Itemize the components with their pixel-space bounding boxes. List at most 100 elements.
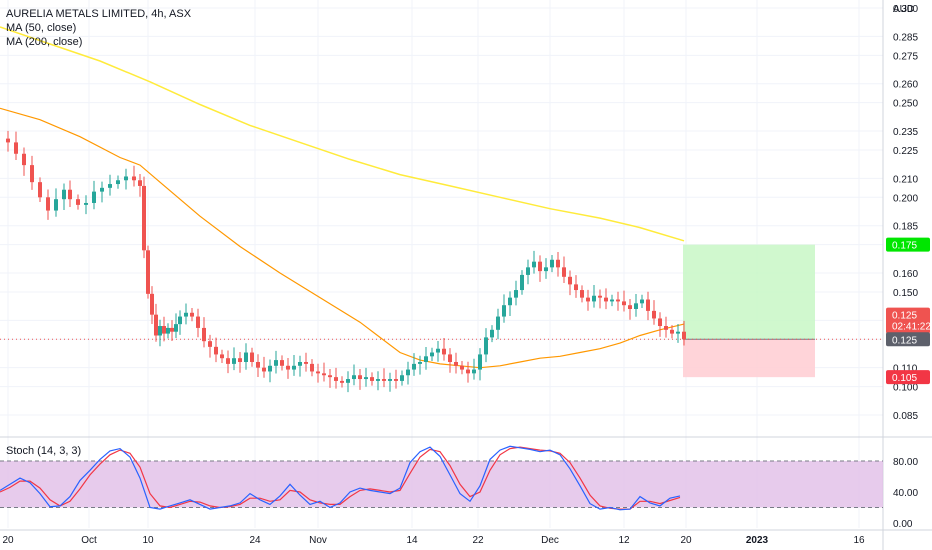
y-tick-label: 0.250: [893, 99, 918, 110]
candle-body: [424, 356, 428, 362]
stoch-tick-label: 0.00: [893, 519, 913, 530]
candle-body: [622, 301, 626, 306]
chart-title[interactable]: AURELIA METALS LIMITED, 4h, ASX: [6, 8, 192, 20]
y-tick-label: 0.285: [893, 32, 918, 43]
candle-body: [84, 202, 88, 205]
candle-body: [328, 375, 332, 378]
candle-body: [616, 299, 620, 302]
candle-body: [226, 358, 230, 364]
ma50-line: [0, 107, 685, 369]
target-price-tag-bg: [886, 237, 930, 252]
y-tick-label: 0.300: [893, 4, 918, 15]
candle-body: [520, 274, 524, 291]
stoch-k-line: [0, 445, 681, 511]
y-tick-label: 0.100: [893, 383, 918, 394]
candle-body: [388, 379, 392, 381]
candle-body: [538, 261, 542, 272]
candle-body: [550, 259, 554, 268]
candle-body: [256, 361, 260, 368]
ma200-line: [0, 26, 685, 242]
candle-body: [670, 329, 674, 334]
x-tick-label: 16: [853, 535, 865, 546]
risk-reward-tool[interactable]: [0, 244, 883, 378]
candle-body: [250, 352, 254, 362]
x-tick-label: Oct: [81, 535, 97, 546]
candle-body: [574, 284, 578, 291]
candle-body: [76, 199, 80, 205]
candlestick-series: [6, 130, 686, 393]
candle-body: [310, 363, 314, 372]
candle-body: [184, 312, 188, 317]
candle-body: [14, 142, 18, 154]
candle-body: [664, 326, 668, 330]
candle-body: [166, 327, 170, 334]
candle-body: [364, 377, 368, 380]
candle-body: [406, 369, 410, 376]
candle-body: [158, 326, 162, 336]
profit-zone: [683, 244, 815, 340]
candle-body: [334, 377, 338, 381]
candle-body: [280, 360, 284, 366]
y-tick-label: 0.185: [893, 222, 918, 233]
y-tick-label: 0.150: [893, 288, 918, 299]
x-tick-label: 2023: [746, 535, 769, 546]
candle-body: [316, 371, 320, 374]
candle-body: [174, 324, 178, 332]
candle-body: [682, 331, 686, 340]
candle-body: [562, 267, 566, 277]
candle-body: [490, 329, 494, 338]
candle-body: [544, 267, 548, 272]
y-tick-label: 0.210: [893, 174, 918, 185]
candle-body: [526, 267, 530, 275]
x-tick-label: 22: [472, 535, 484, 546]
y-tick-label: 0.110: [893, 364, 918, 375]
candle-body: [62, 189, 66, 200]
candle-body: [646, 299, 650, 311]
candle-body: [352, 375, 356, 380]
ma200-legend[interactable]: MA (200, close): [6, 36, 83, 48]
candle-body: [92, 191, 96, 203]
candle-body: [268, 365, 272, 372]
loss-zone: [683, 339, 815, 378]
currency-label: AUD: [893, 4, 914, 15]
ma50-legend[interactable]: MA (50, close): [6, 22, 77, 34]
last-price-tag-text: 0.125: [892, 311, 917, 322]
candle-body: [142, 185, 146, 251]
candle-body: [262, 367, 266, 372]
last-price-tag-text: 02:41:22: [892, 322, 931, 333]
stoch-legend[interactable]: Stoch (14, 3, 3): [6, 445, 82, 457]
candle-body: [124, 176, 128, 181]
candle-body: [244, 352, 248, 362]
candle-body: [202, 327, 206, 342]
candle-body: [610, 299, 614, 302]
y-tick-label: 0.225: [893, 146, 918, 157]
candle-body: [430, 352, 434, 357]
candle-body: [30, 165, 34, 183]
candle-body: [394, 379, 398, 381]
candle-body: [400, 375, 404, 381]
candle-body: [418, 361, 422, 364]
last-price-tag-bg: [886, 307, 930, 334]
y-tick-label: 0.235: [893, 127, 918, 138]
candle-body: [346, 379, 350, 383]
candle-body: [108, 184, 112, 188]
entry-price-tag-text: 0.125: [892, 335, 917, 346]
x-tick-label: 12: [618, 535, 630, 546]
y-tick-label: 0.275: [893, 51, 918, 62]
candle-body: [658, 318, 662, 327]
candle-body: [634, 303, 638, 309]
candle-body: [46, 197, 50, 211]
stoch-band: [0, 461, 883, 508]
candle-body: [514, 290, 518, 298]
x-tick-label: 24: [249, 535, 261, 546]
candle-body: [598, 295, 602, 298]
candle-body: [274, 360, 278, 366]
candle-body: [640, 299, 644, 304]
stop-price-tag: 0.105: [886, 370, 930, 385]
x-tick-label: 10: [142, 535, 154, 546]
candle-body: [370, 377, 374, 381]
candle-body: [154, 314, 158, 336]
